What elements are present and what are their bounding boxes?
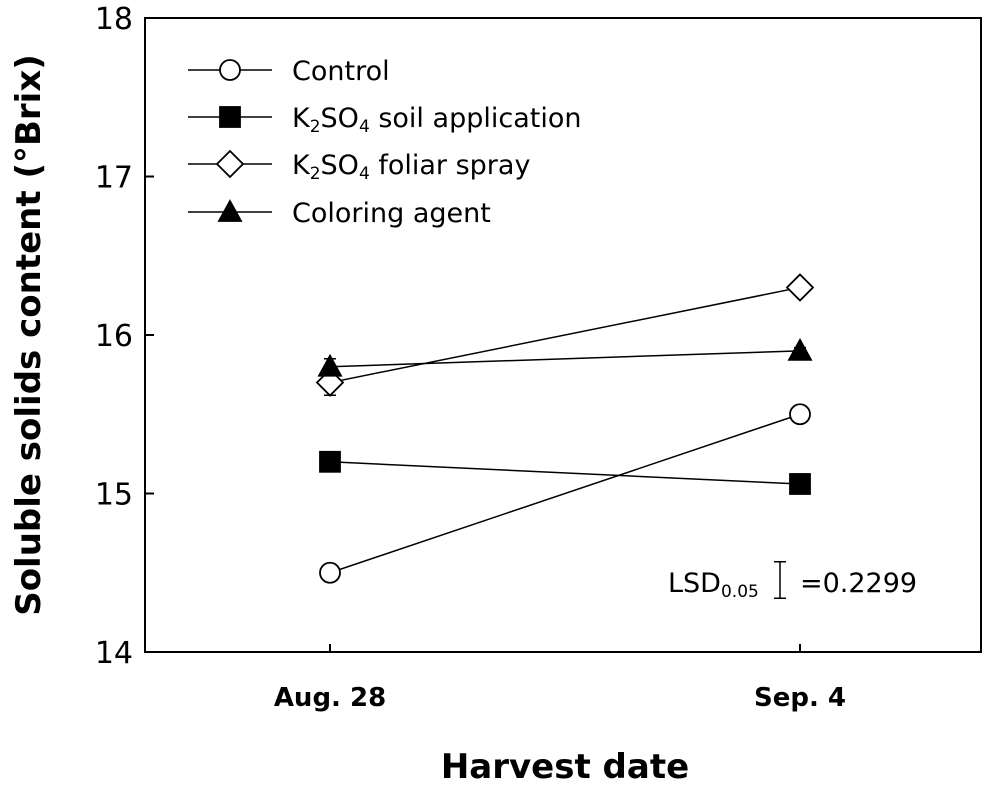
series-line (329, 461, 801, 485)
legend-marker (215, 149, 245, 179)
lsd-value: =0.2299 (800, 568, 917, 599)
data-point (789, 403, 811, 426)
legend: Control K2SO4 soil application K2SO4 folia… (188, 56, 581, 229)
x-axis-title: Harvest date (441, 747, 689, 787)
x-tick-label: Sep. 4 (754, 683, 846, 713)
y-axis: 14 15 16 17 18 (95, 2, 154, 671)
data-point (789, 473, 811, 495)
y-tick-label: 16 (95, 319, 133, 354)
data-point (787, 337, 813, 361)
y-axis-title: Soluble solids content (°Brix) (9, 54, 49, 616)
series-layer (315, 273, 815, 584)
series-line (329, 413, 801, 574)
data-point (319, 561, 341, 584)
y-tick-label: 15 (95, 478, 133, 513)
legend-marker (219, 106, 241, 128)
data-point (785, 273, 815, 302)
y-tick-label: 17 (95, 161, 133, 196)
y-tick-label: 14 (95, 636, 133, 671)
x-tick-label: Aug. 28 (274, 683, 386, 713)
lsd-bar (774, 561, 786, 599)
legend-marker (219, 59, 241, 81)
y-tick-label: 18 (95, 2, 133, 37)
lsd-annotation: LSD0.05 =0.2299 (668, 561, 917, 602)
series-line (329, 286, 801, 384)
data-point (317, 353, 343, 377)
data-point (319, 450, 341, 473)
legend-marker (217, 199, 243, 222)
series-line (329, 350, 801, 368)
lsd-label: LSD0.05 (668, 568, 759, 602)
x-axis: Aug. 28 Sep. 4 (274, 644, 846, 713)
legend-label: Coloring agent (292, 198, 491, 229)
legend-label: K2SO4 soil application (292, 103, 581, 137)
legend-label: Control (292, 56, 390, 87)
legend-label: K2SO4 foliar spray (292, 150, 530, 184)
